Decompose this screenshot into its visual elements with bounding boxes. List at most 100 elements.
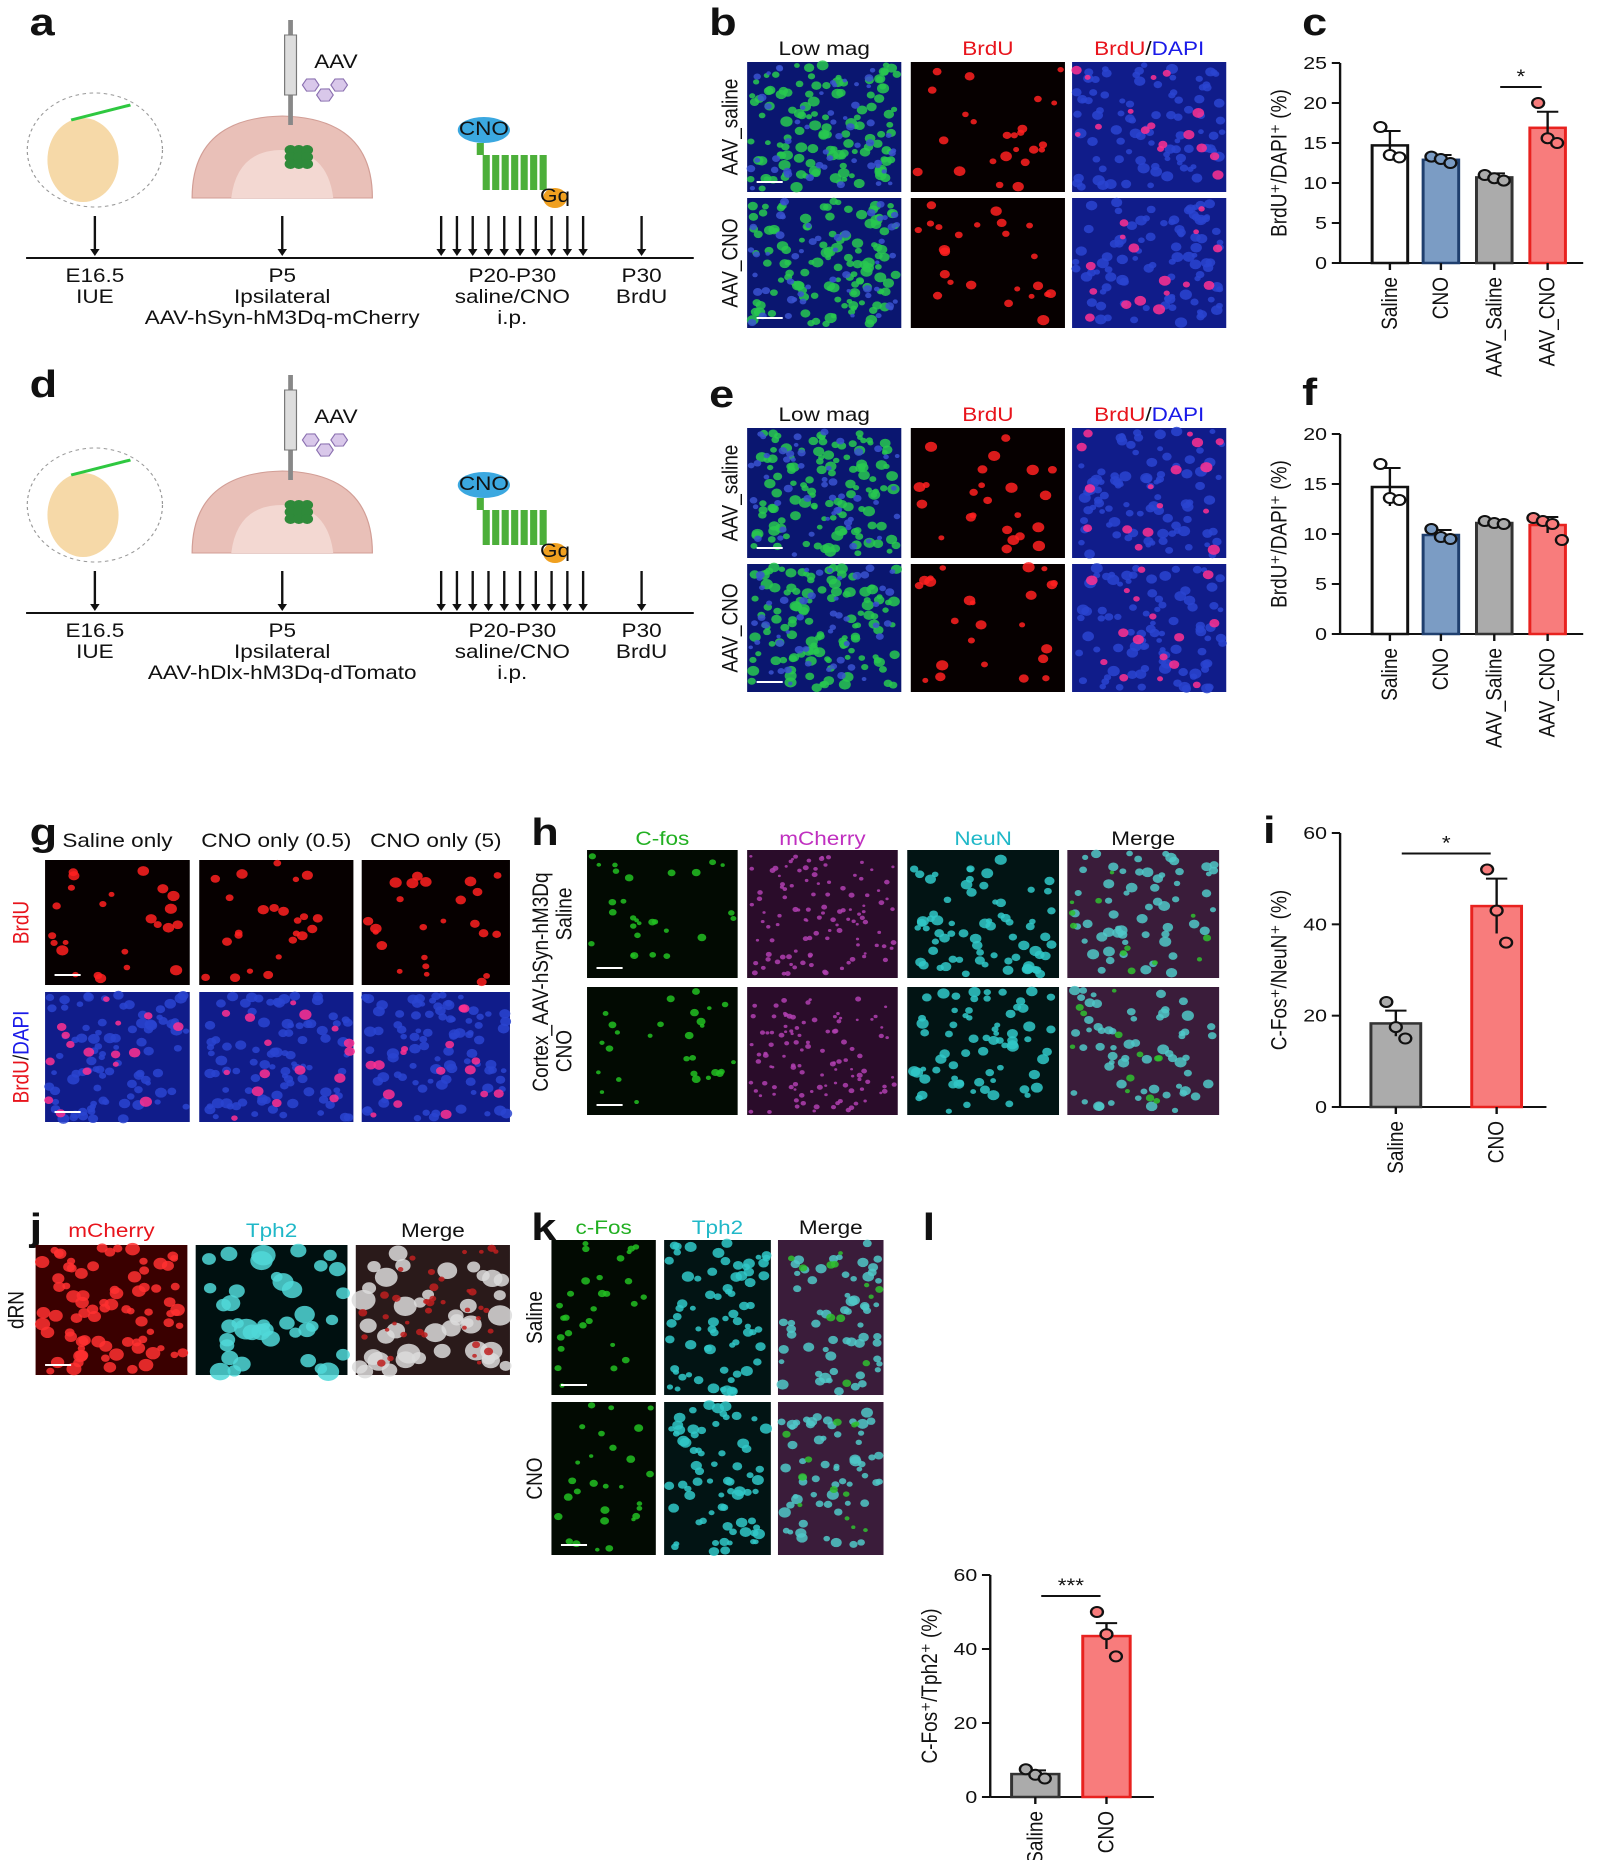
cell bbox=[690, 1070, 698, 1077]
cell bbox=[826, 155, 834, 162]
aav-site bbox=[292, 514, 305, 524]
cell bbox=[325, 1314, 339, 1326]
cell bbox=[677, 1480, 688, 1489]
cell bbox=[857, 1053, 863, 1059]
cell bbox=[64, 1328, 75, 1337]
cell bbox=[1070, 1090, 1078, 1096]
embryo bbox=[47, 473, 119, 557]
panel-letter: h bbox=[531, 810, 559, 853]
cell bbox=[691, 1075, 701, 1083]
cell bbox=[1086, 268, 1097, 277]
cell bbox=[842, 271, 851, 279]
cell bbox=[438, 991, 447, 999]
cell bbox=[840, 908, 846, 913]
cell bbox=[872, 539, 884, 549]
cell bbox=[749, 223, 758, 230]
cell bbox=[784, 312, 792, 320]
cell bbox=[472, 1341, 481, 1349]
cell bbox=[1182, 251, 1195, 262]
cell bbox=[849, 1046, 855, 1052]
cell bbox=[1183, 595, 1196, 606]
cell bbox=[1012, 181, 1024, 192]
cell bbox=[782, 1430, 791, 1438]
cell bbox=[1079, 866, 1088, 874]
cell bbox=[844, 1500, 851, 1506]
cell bbox=[729, 1528, 737, 1536]
row-label: BrdU/DAPI bbox=[9, 1011, 34, 1104]
cell bbox=[1132, 449, 1139, 456]
cell bbox=[759, 500, 767, 507]
cell bbox=[1110, 1044, 1117, 1051]
cell bbox=[585, 1317, 593, 1325]
cell bbox=[476, 1013, 484, 1020]
cell bbox=[762, 1254, 771, 1262]
cell bbox=[881, 156, 892, 166]
cell bbox=[813, 866, 818, 871]
cell bbox=[967, 637, 975, 644]
cell bbox=[1097, 180, 1109, 191]
cell bbox=[841, 1039, 847, 1045]
cell bbox=[813, 647, 826, 658]
cell bbox=[969, 933, 982, 944]
cell bbox=[1092, 156, 1101, 163]
cell bbox=[473, 1035, 485, 1045]
cell bbox=[361, 1106, 373, 1116]
cell bbox=[88, 1033, 100, 1044]
cno-label: CNO bbox=[459, 119, 509, 140]
cell bbox=[842, 1082, 849, 1088]
cell bbox=[753, 960, 759, 966]
cell bbox=[234, 929, 243, 937]
cell bbox=[303, 1087, 315, 1097]
data-point bbox=[1392, 494, 1407, 506]
cell bbox=[1162, 513, 1173, 523]
cell bbox=[1158, 537, 1168, 545]
cell bbox=[866, 584, 879, 595]
cell bbox=[882, 607, 889, 613]
cell bbox=[1020, 158, 1030, 167]
timeline-label: E16.5 bbox=[65, 621, 124, 642]
cell bbox=[1096, 932, 1108, 942]
cell bbox=[818, 130, 829, 140]
cell bbox=[1161, 171, 1174, 182]
cell bbox=[754, 157, 761, 163]
cell bbox=[759, 1423, 773, 1434]
cell bbox=[1069, 985, 1081, 996]
cell bbox=[101, 1354, 110, 1362]
cell bbox=[797, 111, 807, 120]
cell bbox=[794, 119, 801, 125]
cell bbox=[634, 932, 641, 939]
cell bbox=[52, 902, 61, 910]
cell bbox=[805, 284, 812, 290]
cell bbox=[104, 1067, 115, 1076]
cell bbox=[772, 155, 781, 163]
cell bbox=[1189, 668, 1202, 679]
cell bbox=[76, 1033, 88, 1043]
cell bbox=[824, 1093, 828, 1097]
cell bbox=[1117, 110, 1125, 117]
cell bbox=[1202, 1079, 1214, 1089]
cell bbox=[866, 91, 875, 99]
timeline-label: P30 bbox=[622, 266, 662, 287]
cell bbox=[782, 88, 793, 97]
cell bbox=[1119, 98, 1126, 104]
aav-label: AAV bbox=[314, 407, 358, 428]
cell bbox=[1147, 589, 1158, 598]
cell bbox=[295, 1022, 304, 1030]
cell bbox=[492, 930, 502, 939]
cell bbox=[572, 1540, 581, 1548]
cell bbox=[811, 892, 816, 897]
arrow-head bbox=[436, 249, 446, 256]
cell bbox=[858, 300, 865, 306]
cell bbox=[1113, 643, 1124, 653]
arrow-head bbox=[578, 604, 588, 611]
cell bbox=[53, 1281, 66, 1292]
cell bbox=[201, 973, 210, 982]
cell bbox=[424, 1323, 447, 1343]
cell bbox=[587, 1402, 596, 1409]
cell bbox=[1216, 239, 1224, 246]
cell bbox=[1105, 505, 1113, 512]
cell bbox=[344, 1046, 355, 1056]
cell bbox=[876, 200, 885, 208]
cell bbox=[554, 1513, 563, 1521]
cell bbox=[1160, 219, 1168, 227]
